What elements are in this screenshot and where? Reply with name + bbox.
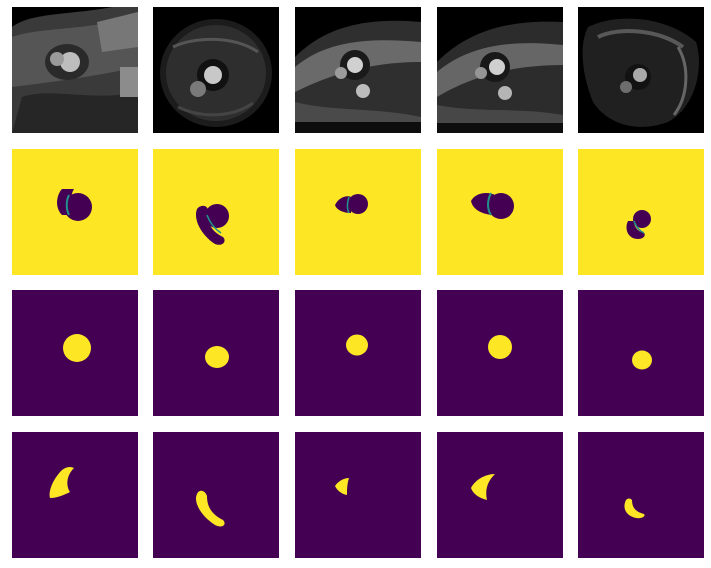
rv-cavity-mask-3 (295, 432, 421, 558)
background-mask-5 (578, 149, 704, 275)
mri-scan-4 (437, 7, 563, 133)
mri-scan-3 (295, 7, 421, 133)
mri-scan-1 (12, 7, 138, 133)
background-mask-3 (295, 149, 421, 275)
rv-cavity-mask-5 (578, 432, 704, 558)
background-mask-1 (12, 149, 138, 275)
lv-cavity-mask-3 (295, 290, 421, 416)
mri-scan-2 (153, 7, 279, 133)
lv-cavity-mask-5 (578, 290, 704, 416)
rv-cavity-mask-2 (153, 432, 279, 558)
background-mask-4 (437, 149, 563, 275)
lv-cavity-mask-1 (12, 290, 138, 416)
rv-cavity-mask-1 (12, 432, 138, 558)
lv-cavity-mask-2 (153, 290, 279, 416)
lv-cavity-mask-4 (437, 290, 563, 416)
background-mask-2 (153, 149, 279, 275)
mri-scan-5 (578, 7, 704, 133)
rv-cavity-mask-4 (437, 432, 563, 558)
